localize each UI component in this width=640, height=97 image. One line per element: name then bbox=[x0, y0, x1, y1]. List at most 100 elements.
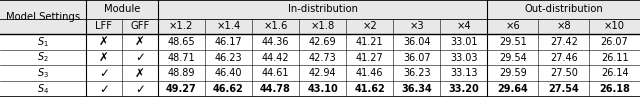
Bar bbox=[440, 50, 488, 65]
Bar bbox=[252, 81, 299, 97]
Text: 43.10: 43.10 bbox=[307, 84, 338, 94]
Text: 42.69: 42.69 bbox=[309, 37, 337, 47]
Bar bbox=[157, 0, 205, 19]
Text: ✗: ✗ bbox=[135, 67, 145, 80]
Bar bbox=[299, 19, 346, 34]
Text: GFF: GFF bbox=[130, 21, 149, 31]
Text: 27.42: 27.42 bbox=[550, 37, 578, 47]
Text: 27.50: 27.50 bbox=[550, 68, 578, 78]
Bar bbox=[205, 34, 252, 50]
Text: 44.36: 44.36 bbox=[262, 37, 289, 47]
Text: $S_{3}$: $S_{3}$ bbox=[37, 66, 49, 80]
Text: Out-distribution: Out-distribution bbox=[524, 4, 603, 14]
Text: 41.46: 41.46 bbox=[356, 68, 383, 78]
Bar bbox=[157, 50, 205, 65]
Text: 29.64: 29.64 bbox=[497, 84, 528, 94]
Bar bbox=[0, 19, 86, 34]
Bar bbox=[346, 50, 393, 65]
Text: ×4: ×4 bbox=[456, 21, 471, 31]
Bar bbox=[440, 81, 488, 97]
Bar bbox=[538, 65, 589, 81]
Text: ✓: ✓ bbox=[99, 83, 109, 96]
Text: Model Settings: Model Settings bbox=[6, 12, 80, 22]
Bar bbox=[440, 65, 488, 81]
Bar bbox=[440, 0, 488, 19]
Bar bbox=[252, 50, 299, 65]
Text: ×1.8: ×1.8 bbox=[310, 21, 335, 31]
Bar bbox=[252, 0, 299, 19]
Bar bbox=[299, 0, 346, 19]
Bar bbox=[393, 50, 440, 65]
Text: 46.40: 46.40 bbox=[214, 68, 242, 78]
Bar bbox=[589, 50, 640, 65]
Bar bbox=[122, 19, 157, 34]
Text: 26.14: 26.14 bbox=[601, 68, 628, 78]
Text: 26.11: 26.11 bbox=[601, 53, 628, 63]
Bar bbox=[488, 0, 538, 19]
Bar bbox=[86, 50, 122, 65]
Text: ✗: ✗ bbox=[99, 51, 109, 64]
Text: 48.71: 48.71 bbox=[168, 53, 195, 63]
Text: 36.34: 36.34 bbox=[401, 84, 432, 94]
Bar bbox=[86, 34, 122, 50]
Text: 46.23: 46.23 bbox=[214, 53, 242, 63]
Bar bbox=[393, 81, 440, 97]
Bar bbox=[205, 19, 252, 34]
Bar bbox=[346, 0, 393, 19]
Text: Module: Module bbox=[104, 4, 140, 14]
Bar bbox=[205, 65, 252, 81]
Text: 41.21: 41.21 bbox=[356, 37, 383, 47]
Text: 29.54: 29.54 bbox=[499, 53, 527, 63]
Text: 46.17: 46.17 bbox=[214, 37, 242, 47]
Text: 48.65: 48.65 bbox=[168, 37, 195, 47]
Bar bbox=[299, 81, 346, 97]
Bar bbox=[157, 19, 205, 34]
Text: 33.13: 33.13 bbox=[450, 68, 477, 78]
Bar bbox=[393, 34, 440, 50]
Bar bbox=[299, 50, 346, 65]
Bar bbox=[299, 34, 346, 50]
Bar bbox=[205, 81, 252, 97]
Bar bbox=[346, 81, 393, 97]
Text: ×1.4: ×1.4 bbox=[216, 21, 241, 31]
Bar bbox=[346, 34, 393, 50]
Text: 33.20: 33.20 bbox=[449, 84, 479, 94]
Text: ✗: ✗ bbox=[135, 35, 145, 48]
Text: ×8: ×8 bbox=[556, 21, 571, 31]
Bar bbox=[157, 65, 205, 81]
Bar bbox=[538, 34, 589, 50]
Bar bbox=[122, 0, 157, 19]
Bar bbox=[0, 50, 86, 65]
Bar bbox=[86, 0, 122, 19]
Text: 41.27: 41.27 bbox=[356, 53, 383, 63]
Text: 27.54: 27.54 bbox=[548, 84, 579, 94]
Bar bbox=[122, 34, 157, 50]
Bar bbox=[589, 34, 640, 50]
Text: ✓: ✓ bbox=[99, 67, 109, 80]
Text: 33.03: 33.03 bbox=[450, 53, 477, 63]
Bar bbox=[122, 50, 157, 65]
Bar bbox=[0, 34, 86, 50]
Bar bbox=[0, 65, 86, 81]
Text: 44.42: 44.42 bbox=[262, 53, 289, 63]
Bar bbox=[440, 34, 488, 50]
Bar bbox=[346, 19, 393, 34]
Text: 33.01: 33.01 bbox=[450, 37, 477, 47]
Text: ×3: ×3 bbox=[410, 21, 424, 31]
Bar bbox=[205, 0, 252, 19]
Text: $S_{4}$: $S_{4}$ bbox=[37, 82, 49, 96]
Bar bbox=[538, 50, 589, 65]
Text: ✓: ✓ bbox=[135, 83, 145, 96]
Bar bbox=[86, 65, 122, 81]
Text: ×2: ×2 bbox=[362, 21, 377, 31]
Text: 41.62: 41.62 bbox=[355, 84, 385, 94]
Bar bbox=[86, 19, 122, 34]
Text: $S_{2}$: $S_{2}$ bbox=[37, 51, 49, 65]
Text: 44.78: 44.78 bbox=[260, 84, 291, 94]
Bar bbox=[488, 81, 538, 97]
Bar bbox=[122, 65, 157, 81]
Text: ×10: ×10 bbox=[604, 21, 625, 31]
Text: 42.73: 42.73 bbox=[308, 53, 337, 63]
Text: 27.46: 27.46 bbox=[550, 53, 578, 63]
Bar bbox=[86, 81, 122, 97]
